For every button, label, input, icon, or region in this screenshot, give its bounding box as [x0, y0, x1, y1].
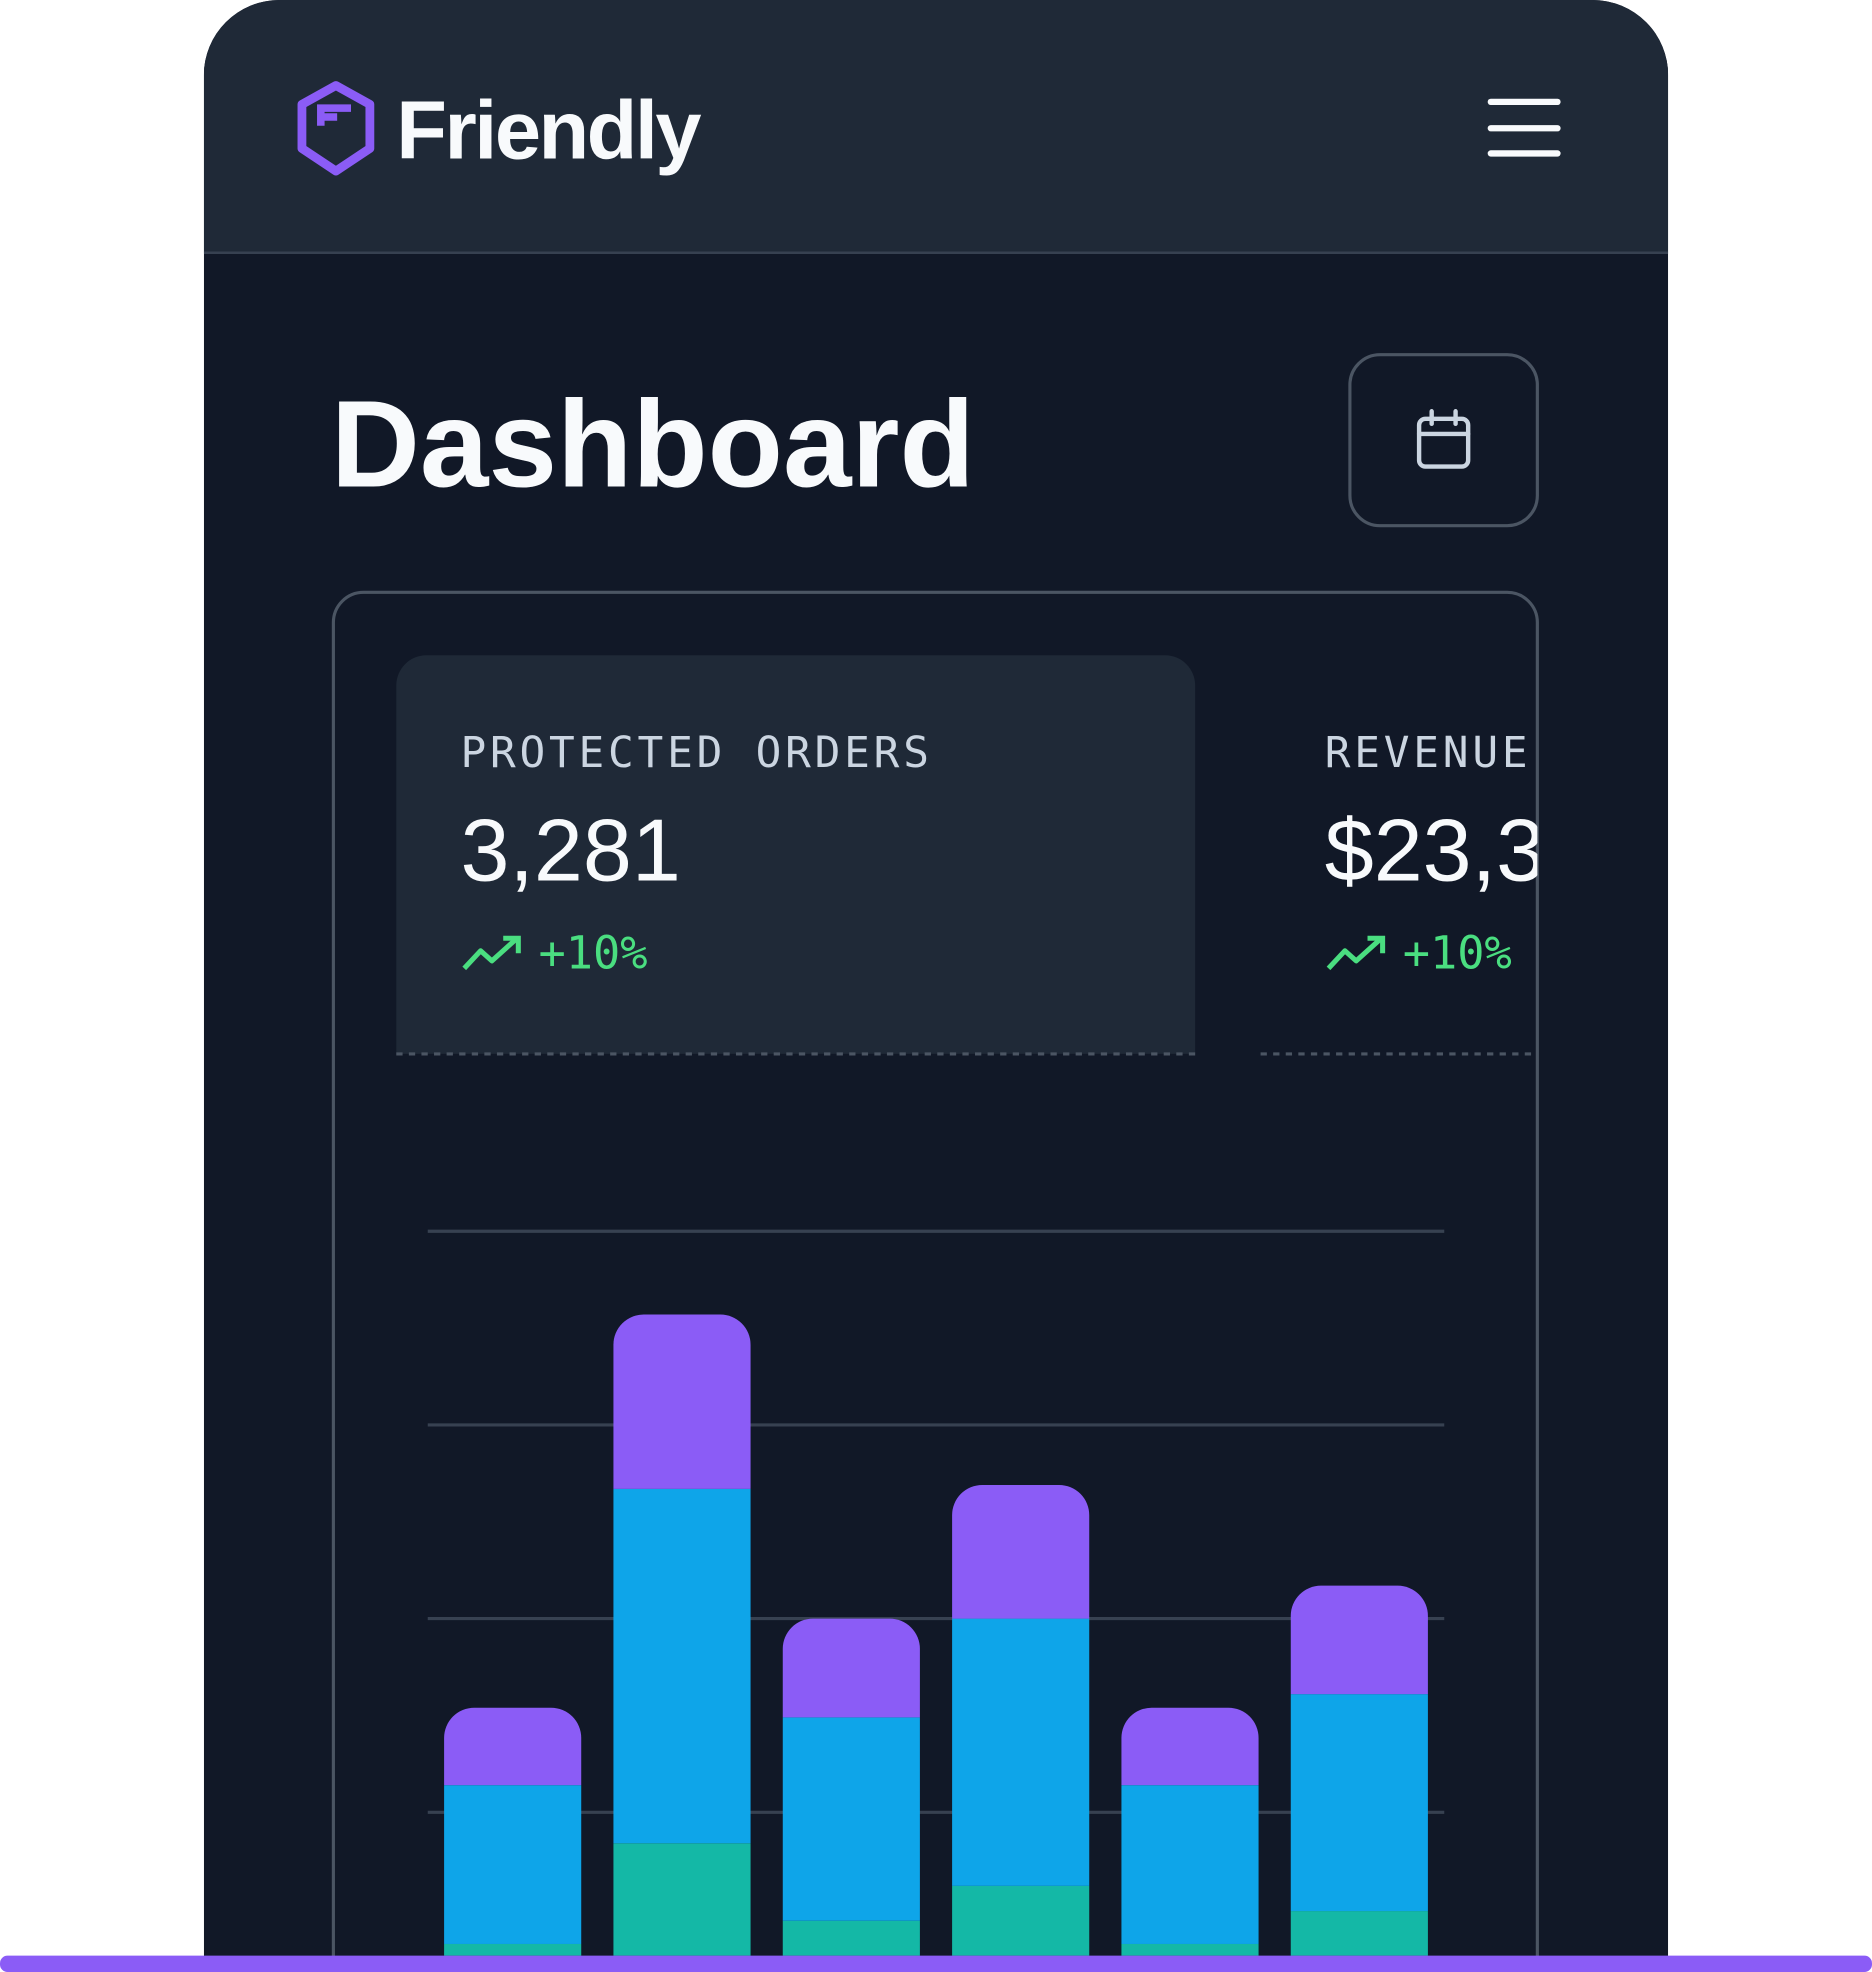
- trend-icon-arrow: [1367, 935, 1386, 954]
- bar-segment: [782, 1717, 920, 1921]
- bar-segment: [1290, 1911, 1428, 1956]
- calendar-button[interactable]: [1348, 353, 1539, 528]
- logo-icon: [297, 81, 375, 176]
- calendar-icon: [1416, 416, 1471, 469]
- stat-change: +10%: [1403, 926, 1512, 979]
- bar-segment: [1290, 1585, 1428, 1695]
- trend-icon-arrow: [503, 935, 521, 954]
- bar-segment: [1121, 1707, 1259, 1786]
- bar-segment: [952, 1618, 1090, 1886]
- bar-segment: [782, 1920, 920, 1956]
- trend-icon: [1326, 936, 1384, 971]
- calendar-icon-detail: [1416, 409, 1471, 437]
- stat-card-background: [396, 655, 1196, 1054]
- header-bar: [203, 0, 1669, 253]
- calendar-button-border: [1348, 353, 1539, 528]
- brand-name: Friendly: [396, 83, 701, 176]
- bar-segment: [1290, 1694, 1428, 1912]
- bar-segment: [1121, 1785, 1259, 1944]
- chart: [427, 1229, 1445, 1956]
- bar-segment: [613, 1843, 751, 1956]
- bar-segment: [952, 1885, 1090, 1956]
- bar-segment: [613, 1488, 751, 1844]
- stat-change: +10%: [538, 926, 647, 979]
- stat-card[interactable]: PROTECTED ORDERS 3,281 +10%: [396, 655, 1196, 1056]
- bar-segment: [782, 1618, 920, 1718]
- stat-label: REVENUE: [1325, 728, 1532, 778]
- bar-segment: [613, 1314, 751, 1489]
- stat-value: 3,281: [460, 800, 680, 899]
- bar-segment: [444, 1707, 582, 1786]
- bar-segment: [1121, 1943, 1259, 1956]
- bar-segment: [444, 1943, 582, 1956]
- logo[interactable]: Friendly: [297, 81, 704, 176]
- bar-segment: [444, 1785, 582, 1944]
- menu-button[interactable]: [1487, 98, 1561, 157]
- bar-segment: [952, 1484, 1090, 1619]
- stat-card[interactable]: REVENUE $23,3 +10%: [1260, 728, 1546, 1056]
- stat-value: $23,3: [1325, 800, 1545, 899]
- bottom-accent: [0, 1955, 1872, 1972]
- trend-icon: [462, 936, 519, 971]
- stats-panel: [331, 590, 1539, 1972]
- page-title: Dashboard: [331, 376, 975, 514]
- stat-label: PROTECTED ORDERS: [460, 728, 932, 778]
- logo-icon-detail: [317, 104, 351, 126]
